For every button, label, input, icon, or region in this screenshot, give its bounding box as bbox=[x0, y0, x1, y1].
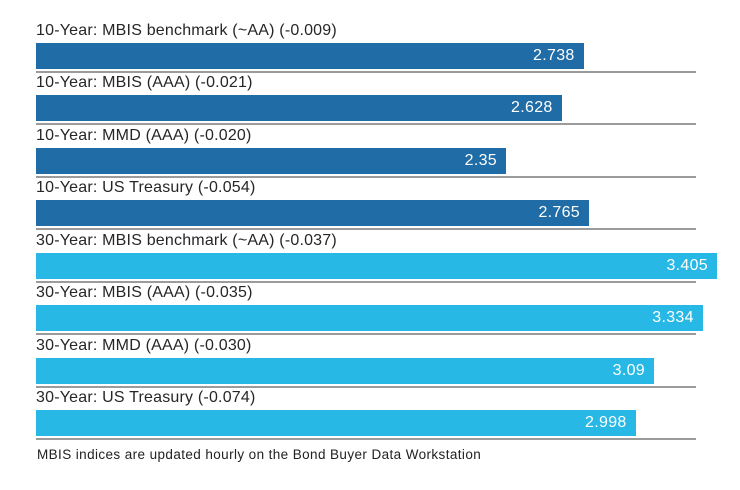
bar-category-label: 30-Year: MBIS benchmark (~AA) (-0.037) bbox=[36, 231, 337, 249]
bar-value-label: 2.35 bbox=[464, 151, 497, 169]
chart-row: 30-Year: MMD (AAA) (-0.030) 3.09 bbox=[36, 336, 696, 388]
bar-category-label: 10-Year: US Treasury (-0.054) bbox=[36, 179, 256, 197]
bar-10-year: 2.35 bbox=[36, 147, 506, 174]
bar-value-label: 3.334 bbox=[652, 309, 694, 327]
chart-footnote: MBIS indices are updated hourly on the B… bbox=[37, 447, 482, 462]
bar-category-label: 10-Year: MBIS benchmark (~AA) (-0.009) bbox=[36, 22, 337, 39]
bar-30-year: 3.405 bbox=[36, 252, 717, 279]
bar-category-label: 10-Year: MBIS (AAA) (-0.021) bbox=[36, 74, 253, 92]
row-separator-line bbox=[36, 280, 696, 283]
bar-30-year: 3.334 bbox=[36, 305, 703, 332]
bar-value-label: 2.765 bbox=[538, 204, 580, 222]
chart-rows: 10-Year: MBIS benchmark (~AA) (-0.009) 2.… bbox=[36, 21, 717, 441]
bar-category-label: 10-Year: MMD (AAA) (-0.020) bbox=[36, 126, 252, 144]
bar-value-label: 3.09 bbox=[612, 361, 645, 379]
bar-value-label: 2.628 bbox=[511, 99, 553, 117]
row-separator-line bbox=[36, 333, 696, 336]
bar-30-year: 2.998 bbox=[36, 410, 636, 437]
chart-row: 30-Year: MBIS (AAA) (-0.035) 3.334 bbox=[36, 283, 703, 336]
row-separator-line bbox=[36, 385, 696, 388]
bar-value-label: 2.738 bbox=[533, 47, 575, 64]
chart-row: 30-Year: MBIS benchmark (~AA) (-0.037) 3.… bbox=[36, 231, 717, 283]
bar-value-label: 2.998 bbox=[585, 414, 627, 432]
chart-row: 10-Year: US Treasury (-0.054) 2.765 bbox=[36, 178, 696, 231]
bar-category-label: 30-Year: MBIS (AAA) (-0.035) bbox=[36, 284, 253, 302]
row-separator-line bbox=[36, 175, 696, 178]
row-separator-line bbox=[36, 71, 696, 73]
bar-category-label: 30-Year: US Treasury (-0.074) bbox=[36, 389, 256, 407]
bar-10-year: 2.765 bbox=[36, 200, 589, 227]
bar-category-label: 30-Year: MMD (AAA) (-0.030) bbox=[36, 336, 252, 354]
bar-10-year: 2.738 bbox=[36, 43, 584, 69]
bar-value-label: 3.405 bbox=[666, 256, 708, 274]
bar-30-year: 3.09 bbox=[36, 357, 654, 384]
row-separator-line bbox=[36, 123, 696, 126]
chart-row: 10-Year: MMD (AAA) (-0.020) 2.35 bbox=[36, 126, 696, 178]
chart-row: 10-Year: MBIS (AAA) (-0.021) 2.628 bbox=[36, 73, 696, 126]
row-separator-line bbox=[36, 228, 696, 231]
chart-row: 30-Year: US Treasury (-0.074) 2.998 bbox=[36, 388, 696, 441]
chart-row: 10-Year: MBIS benchmark (~AA) (-0.009) 2.… bbox=[36, 21, 696, 73]
row-separator-line bbox=[36, 438, 696, 441]
bar-10-year: 2.628 bbox=[36, 95, 562, 122]
